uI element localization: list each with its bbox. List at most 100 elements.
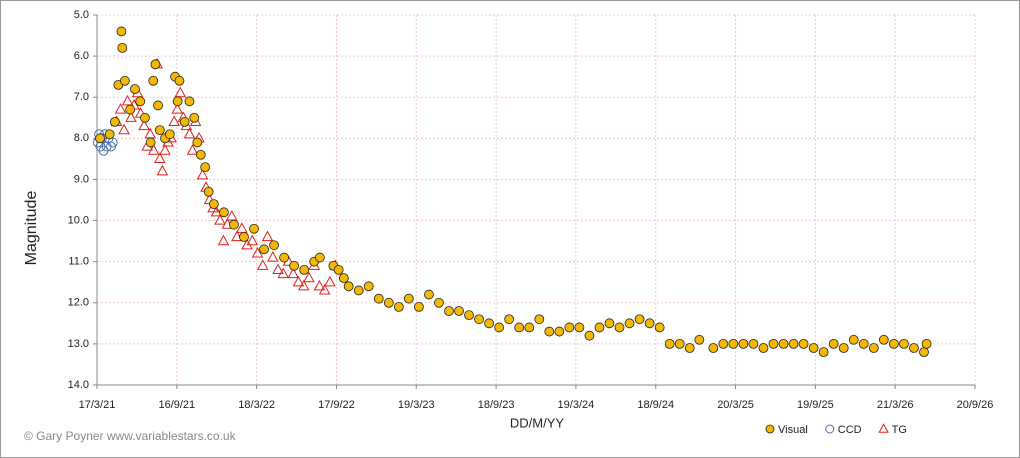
point	[104, 129, 115, 140]
point	[338, 273, 349, 284]
point	[888, 338, 899, 349]
point	[758, 343, 769, 353]
point	[848, 334, 859, 345]
point	[343, 281, 354, 292]
point	[229, 219, 239, 230]
point	[196, 168, 209, 180]
y-tick-label: 7.0	[74, 91, 89, 103]
point	[604, 318, 615, 329]
point	[403, 293, 414, 304]
point	[494, 322, 505, 333]
point	[424, 289, 434, 300]
point	[534, 314, 545, 325]
point	[145, 137, 156, 148]
point	[120, 75, 130, 86]
point	[858, 338, 869, 349]
point	[634, 314, 645, 325]
point	[246, 234, 259, 246]
x-tick-label: 19/3/24	[558, 399, 595, 411]
point	[353, 285, 364, 296]
plot-area	[97, 15, 975, 385]
x-tick-label: 19/3/23	[398, 399, 435, 411]
point	[413, 301, 424, 312]
point	[192, 137, 203, 148]
point	[210, 205, 223, 217]
point	[261, 230, 274, 242]
x-tick-label: 17/3/21	[79, 399, 116, 411]
point	[168, 115, 180, 126]
point	[266, 251, 279, 262]
point	[768, 338, 779, 349]
point	[788, 338, 799, 349]
point	[154, 152, 166, 163]
point	[200, 162, 211, 173]
point	[303, 271, 315, 283]
y-tick-label: 14.0	[68, 379, 89, 391]
point	[179, 116, 190, 127]
point	[921, 338, 932, 349]
point	[156, 164, 169, 176]
x-tick-label: 20/9/26	[957, 399, 994, 411]
point	[584, 330, 595, 341]
point	[644, 318, 655, 329]
point	[694, 334, 705, 345]
point	[373, 293, 384, 304]
point	[664, 338, 675, 349]
point	[174, 75, 185, 86]
point	[256, 259, 269, 270]
point	[125, 111, 137, 122]
point	[183, 127, 196, 139]
point	[738, 338, 749, 349]
y-tick-label: 11.0	[68, 256, 89, 268]
legend-label: CCD	[838, 424, 862, 436]
point	[219, 207, 229, 218]
y-tick-label: 13.0	[68, 338, 89, 350]
point	[225, 210, 238, 221]
point	[324, 275, 336, 287]
point	[554, 326, 565, 337]
point	[778, 338, 789, 349]
point	[624, 318, 635, 329]
point	[728, 338, 739, 349]
point	[251, 247, 264, 258]
point	[313, 279, 326, 291]
point	[838, 343, 849, 353]
point	[363, 281, 374, 292]
point	[524, 322, 535, 333]
point	[153, 100, 163, 111]
point	[203, 186, 214, 197]
point	[514, 322, 525, 333]
point	[186, 144, 199, 155]
y-tick-label: 12.0	[68, 297, 89, 309]
point	[150, 59, 161, 70]
point	[297, 279, 310, 291]
point	[484, 318, 495, 329]
point	[674, 338, 685, 349]
point	[239, 232, 249, 242]
point	[140, 112, 150, 123]
point	[614, 322, 625, 333]
point	[333, 264, 344, 275]
point	[878, 334, 889, 345]
y-tick-label: 9.0	[74, 173, 89, 185]
point	[708, 343, 719, 353]
point	[95, 133, 105, 144]
point	[164, 129, 175, 140]
y-tick-label: 6.0	[74, 50, 89, 62]
x-tick-label: 18/9/24	[637, 399, 674, 411]
point	[594, 322, 605, 333]
point	[171, 103, 184, 114]
legend-label: Visual	[778, 424, 808, 436]
point	[279, 252, 290, 263]
point	[135, 96, 146, 107]
point	[574, 322, 585, 333]
point	[147, 144, 160, 155]
point	[109, 116, 120, 127]
point	[117, 42, 128, 53]
point	[828, 338, 839, 349]
point	[259, 244, 269, 255]
point	[114, 103, 127, 114]
point	[684, 343, 695, 353]
point	[909, 343, 919, 353]
